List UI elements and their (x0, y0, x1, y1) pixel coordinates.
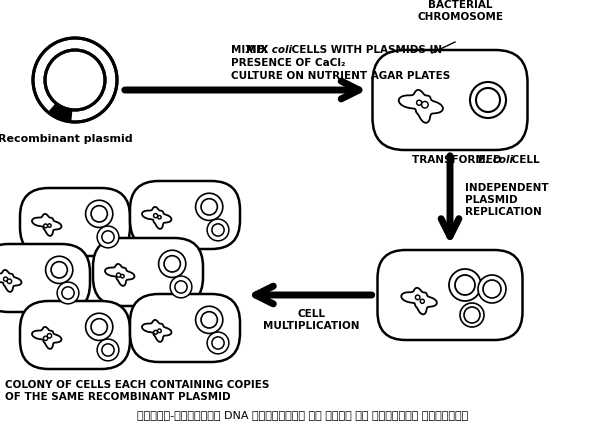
Circle shape (97, 226, 119, 248)
Circle shape (121, 274, 124, 278)
FancyBboxPatch shape (20, 301, 130, 369)
FancyBboxPatch shape (93, 238, 203, 306)
Circle shape (212, 337, 224, 349)
Text: E. coli: E. coli (257, 45, 292, 55)
Text: Recombinant plasmid: Recombinant plasmid (0, 134, 132, 144)
Circle shape (7, 279, 12, 284)
Text: TRANSFORMED: TRANSFORMED (412, 155, 505, 165)
Circle shape (117, 273, 121, 277)
Circle shape (207, 219, 229, 241)
Circle shape (164, 256, 180, 272)
Circle shape (483, 280, 501, 298)
Circle shape (91, 319, 107, 335)
Circle shape (102, 344, 114, 356)
Text: INDEPENDENT
PLASMID
REPLICATION: INDEPENDENT PLASMID REPLICATION (465, 184, 549, 216)
Circle shape (158, 216, 161, 219)
Circle shape (420, 299, 424, 303)
Text: E. coli: E. coli (478, 155, 513, 165)
Circle shape (4, 277, 8, 281)
Text: BACTERIAL
CHROMOSOME: BACTERIAL CHROMOSOME (417, 0, 503, 22)
Circle shape (44, 336, 48, 340)
Circle shape (470, 82, 506, 118)
Text: CELL: CELL (508, 155, 540, 165)
Circle shape (201, 312, 217, 328)
Circle shape (44, 224, 47, 228)
Circle shape (170, 276, 192, 298)
Text: CULTURE ON NUTRIENT AGAR PLATES: CULTURE ON NUTRIENT AGAR PLATES (231, 71, 450, 81)
Circle shape (422, 101, 428, 108)
Text: MIX: MIX (246, 45, 271, 55)
Circle shape (195, 306, 223, 334)
Text: चित्र-पुनयोगज DNA क्लोनिंग की विधि का चित्रीय निरूपण।: चित्र-पुनयोगज DNA क्लोनिंग की विधि का चि… (137, 410, 469, 420)
Circle shape (460, 303, 484, 327)
Circle shape (201, 199, 217, 215)
Polygon shape (142, 207, 172, 229)
Wedge shape (48, 103, 72, 122)
Circle shape (476, 88, 500, 112)
Circle shape (195, 193, 223, 220)
Circle shape (478, 275, 506, 303)
Text: COLONY OF CELLS EACH CONTAINING COPIES
OF THE SAME RECOMBINANT PLASMID: COLONY OF CELLS EACH CONTAINING COPIES O… (5, 380, 270, 402)
Circle shape (86, 200, 113, 227)
FancyBboxPatch shape (20, 188, 130, 256)
Polygon shape (401, 288, 437, 314)
Circle shape (158, 329, 161, 333)
Polygon shape (142, 320, 172, 342)
Circle shape (464, 307, 480, 323)
FancyBboxPatch shape (130, 181, 240, 249)
Circle shape (33, 38, 117, 122)
Circle shape (175, 281, 187, 293)
Text: MIX: MIX (246, 45, 271, 55)
Circle shape (45, 50, 105, 110)
Text: MIX: MIX (231, 45, 257, 55)
Circle shape (455, 275, 475, 295)
Polygon shape (32, 327, 61, 349)
Polygon shape (32, 214, 61, 236)
Circle shape (48, 224, 51, 227)
Circle shape (46, 256, 73, 283)
Circle shape (207, 332, 229, 354)
Text: CELL
MULTIPLICATION: CELL MULTIPLICATION (263, 309, 359, 331)
Circle shape (158, 250, 186, 277)
Circle shape (51, 262, 67, 278)
Circle shape (102, 231, 114, 243)
Polygon shape (0, 270, 21, 292)
Polygon shape (105, 264, 135, 286)
Circle shape (47, 334, 52, 338)
Circle shape (97, 339, 119, 361)
Text: PRESENCE OF CaCl₂: PRESENCE OF CaCl₂ (231, 58, 345, 68)
Circle shape (154, 331, 157, 334)
FancyBboxPatch shape (378, 250, 523, 340)
Circle shape (57, 282, 79, 304)
Circle shape (86, 313, 113, 340)
Circle shape (449, 269, 481, 301)
Circle shape (212, 224, 224, 236)
Circle shape (62, 287, 74, 299)
Circle shape (91, 206, 107, 222)
Circle shape (154, 213, 158, 218)
FancyBboxPatch shape (0, 244, 90, 312)
Polygon shape (399, 90, 443, 123)
FancyBboxPatch shape (130, 294, 240, 362)
Circle shape (415, 295, 420, 299)
Text: CELLS WITH PLASMIDS IN: CELLS WITH PLASMIDS IN (288, 45, 442, 55)
FancyBboxPatch shape (373, 50, 527, 150)
Circle shape (416, 100, 422, 105)
